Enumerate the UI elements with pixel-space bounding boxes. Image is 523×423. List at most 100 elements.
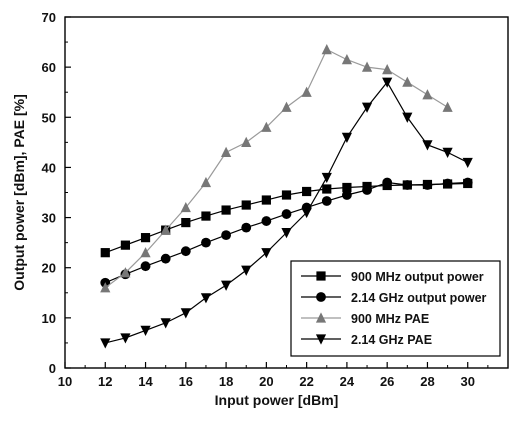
data-point [462,177,473,188]
data-point [301,207,312,219]
data-point [302,186,312,197]
data-point [382,177,393,188]
data-point [180,308,191,319]
x-tick-label: 22 [299,374,313,389]
data-point [220,146,232,157]
data-point [341,132,353,143]
data-point [221,230,231,241]
x-tick-label: 26 [380,374,394,389]
data-point [120,267,131,278]
data-point [120,333,131,344]
data-point [442,178,453,189]
data-point [321,43,332,55]
y-tick-label: 10 [42,311,56,326]
legend-marker [315,312,327,323]
y-tick-label: 40 [42,160,56,175]
data-point [261,121,272,132]
data-point [120,240,131,250]
x-tick-label: 24 [340,374,355,389]
data-point [281,209,292,219]
data-point [241,265,252,276]
data-point [321,196,332,206]
data-point [241,222,252,233]
data-point [221,205,231,215]
data-point [442,147,453,158]
legend-label: 900 MHz output power [351,270,484,284]
data-point [322,184,332,194]
legend-marker [316,271,326,281]
legend-label: 900 MHz PAE [351,312,429,326]
data-point [180,246,191,257]
data-point [422,89,433,100]
data-point [180,201,191,213]
y-tick-label: 20 [42,261,56,276]
data-point [181,217,191,228]
series-triangle-down [100,77,473,349]
data-point [341,54,353,65]
data-point [140,261,151,272]
data-point [442,101,453,112]
data-point [200,293,212,304]
legend-marker [315,334,327,345]
series-line [104,48,448,289]
x-tick-label: 20 [259,374,273,389]
legend-marker [316,292,326,302]
data-point [281,101,292,112]
data-point [140,325,151,336]
legend-label: 2.14 GHz output power [351,291,487,305]
x-tick-label: 10 [58,374,72,389]
data-point [342,182,352,193]
x-tick-label: 28 [420,374,434,389]
data-point [160,253,171,264]
x-tick-label: 14 [138,374,153,389]
data-point [140,233,151,243]
x-axis-title: Input power [dBm] [215,392,339,408]
data-point [100,338,111,349]
y-tick-label: 60 [42,60,56,75]
data-point [362,185,372,195]
data-point [261,248,272,259]
data-point [402,76,413,87]
data-point [301,86,312,97]
data-point [402,180,413,190]
data-point [160,224,171,235]
data-point [140,247,151,258]
data-point [261,216,272,226]
data-point [201,237,211,248]
data-point [281,228,292,239]
data-point [361,102,373,113]
y-tick-label: 50 [42,110,56,125]
data-point [382,77,393,88]
legend-label: 2.14 GHz PAE [351,333,432,347]
legend-box [290,260,501,357]
data-point [220,280,232,291]
data-point [241,200,251,210]
data-point [321,172,332,184]
data-point [281,190,292,200]
data-point [462,157,473,169]
data-point [200,176,212,188]
data-point [100,248,110,258]
data-point [201,211,211,221]
x-tick-label: 16 [179,374,193,389]
x-tick-label: 30 [460,374,474,389]
y-tick-label: 30 [42,211,56,226]
series-triangle-up [100,43,453,293]
data-point [422,180,433,190]
data-point [382,64,393,75]
data-point [402,112,413,123]
data-point [261,195,271,205]
data-point [100,282,111,293]
x-tick-label: 12 [98,374,112,389]
data-point [342,190,352,200]
legend: 900 MHz output power 2.14 GHz output powe… [290,260,501,357]
y-axis-title: Output power [dBm], PAE [%] [11,94,27,291]
x-tick-label: 18 [219,374,233,389]
data-point [241,136,252,147]
y-tick-label: 70 [42,10,56,25]
y-tick-label: 0 [49,361,56,376]
data-point [160,318,171,329]
data-point [422,140,433,151]
